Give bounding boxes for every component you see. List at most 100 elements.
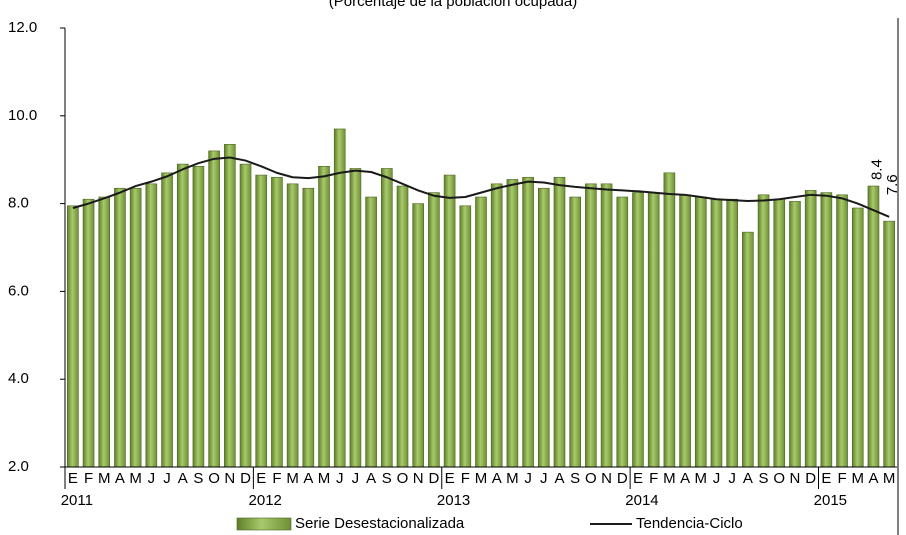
bar — [694, 196, 707, 468]
x-tick-label: M — [98, 470, 111, 487]
bar — [98, 196, 111, 468]
legend-label: Tendencia-Ciclo — [636, 515, 743, 532]
bar — [600, 183, 613, 468]
x-tick-label: O — [208, 470, 220, 487]
x-tick-label: S — [382, 470, 392, 487]
x-tick-label: E — [68, 470, 78, 487]
x-tick-label: M — [695, 470, 708, 487]
bar — [804, 190, 817, 468]
bar — [302, 187, 315, 468]
bar — [145, 183, 158, 468]
trend-line — [72, 156, 890, 218]
bar — [585, 183, 597, 468]
x-tick-label: E — [256, 470, 266, 487]
bar — [428, 192, 440, 468]
bar — [286, 183, 299, 468]
x-tick-label: E — [633, 470, 643, 487]
bar — [82, 198, 95, 468]
bar — [161, 172, 173, 468]
bar — [867, 185, 880, 468]
bar — [820, 192, 833, 468]
bar — [396, 185, 409, 468]
y-tick-label: 10.0 — [8, 107, 37, 124]
bar — [459, 205, 472, 468]
x-tick-label: F — [649, 470, 658, 487]
x-tick-label: A — [868, 470, 878, 487]
x-tick-label: J — [336, 470, 344, 487]
x-tick-label: S — [193, 470, 203, 487]
x-tick-label: J — [163, 470, 171, 487]
bar — [412, 203, 425, 468]
x-tick-label: F — [837, 470, 846, 487]
bar — [192, 165, 205, 468]
bar — [726, 198, 738, 468]
x-tick-label: D — [428, 470, 439, 487]
x-tick-label: F — [272, 470, 281, 487]
x-tick-label: O — [397, 470, 409, 487]
bar — [129, 187, 142, 468]
x-tick-label: M — [318, 470, 331, 487]
bar — [381, 168, 393, 468]
bar — [883, 220, 895, 468]
bar — [271, 176, 283, 468]
x-tick-label: M — [663, 470, 676, 487]
bar — [490, 183, 503, 468]
bar — [663, 172, 676, 468]
x-tick-label: J — [713, 470, 721, 487]
y-tick-label: 6.0 — [8, 282, 29, 299]
data-label: 7.6 — [884, 174, 901, 195]
bar — [475, 196, 487, 468]
x-tick-label: N — [790, 470, 801, 487]
x-tick-label: J — [540, 470, 548, 487]
bar — [742, 231, 754, 468]
bar — [789, 201, 801, 468]
data-label: 8.4 — [868, 159, 885, 180]
legend-swatch — [236, 517, 292, 531]
x-tick-label: M — [129, 470, 142, 487]
x-tick-label: S — [570, 470, 580, 487]
year-label: 2015 — [814, 492, 847, 509]
bar — [553, 176, 566, 468]
x-tick-label: E — [821, 470, 831, 487]
bar — [239, 163, 252, 468]
x-tick-label: A — [743, 470, 753, 487]
bar — [365, 196, 377, 468]
x-tick-label: A — [303, 470, 313, 487]
x-tick-label: A — [554, 470, 564, 487]
x-tick-label: S — [759, 470, 769, 487]
bar — [522, 176, 534, 468]
x-tick-label: O — [773, 470, 785, 487]
x-tick-label: D — [805, 470, 816, 487]
x-tick-label: M — [883, 470, 896, 487]
y-tick-label: 12.0 — [8, 19, 37, 36]
x-tick-label: A — [115, 470, 125, 487]
year-label: 2014 — [625, 492, 658, 509]
bar — [836, 194, 848, 468]
x-tick-label: F — [84, 470, 93, 487]
bar — [255, 174, 268, 468]
x-tick-label: A — [366, 470, 376, 487]
bar — [773, 198, 786, 468]
bar — [224, 144, 236, 468]
bar — [67, 205, 79, 468]
x-tick-label: O — [585, 470, 597, 487]
bar — [176, 163, 189, 468]
bar — [569, 196, 581, 468]
x-tick-label: M — [286, 470, 299, 487]
bar — [537, 187, 550, 468]
x-tick-label: A — [178, 470, 188, 487]
bar — [757, 194, 770, 468]
bar — [632, 192, 644, 468]
x-tick-label: J — [524, 470, 532, 487]
bar — [318, 165, 330, 468]
x-tick-label: A — [680, 470, 690, 487]
x-tick-label: N — [413, 470, 424, 487]
bar — [851, 207, 864, 468]
bar — [114, 187, 126, 468]
legend-label: Serie Desestacionalizada — [295, 515, 465, 532]
bar — [349, 168, 362, 468]
year-label: 2011 — [61, 492, 93, 509]
x-tick-label: J — [148, 470, 156, 487]
x-tick-label: M — [475, 470, 488, 487]
y-tick-label: 4.0 — [8, 370, 29, 387]
